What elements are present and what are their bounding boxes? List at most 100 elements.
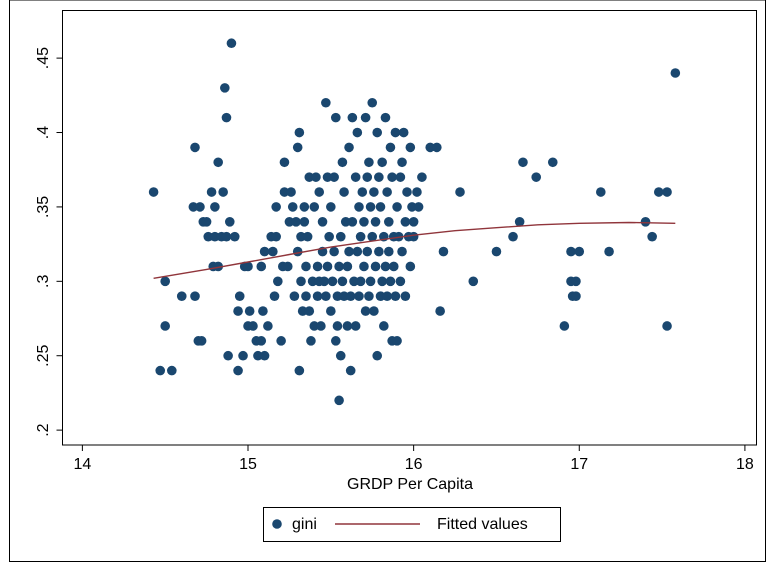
point: [354, 291, 364, 301]
point: [574, 246, 585, 257]
point: [327, 276, 338, 287]
point: [233, 365, 243, 376]
point: [375, 291, 386, 301]
point: [339, 291, 349, 301]
point: [213, 157, 223, 168]
point: [276, 336, 286, 346]
point: [350, 172, 361, 182]
point: [334, 395, 344, 406]
point: [518, 157, 528, 168]
point: [364, 157, 374, 168]
point: [335, 231, 346, 242]
point: [326, 306, 336, 316]
point: [360, 306, 371, 316]
point: [662, 321, 672, 331]
point: [335, 350, 346, 361]
point: [514, 216, 525, 227]
point: [259, 246, 270, 257]
point: [365, 202, 376, 212]
point: [596, 187, 606, 197]
point: [355, 276, 366, 287]
point: [311, 172, 321, 182]
point: [349, 276, 359, 287]
point: [289, 291, 300, 301]
point: [385, 142, 396, 153]
point: [491, 246, 502, 257]
point: [188, 202, 199, 212]
point: [167, 365, 177, 376]
point: [398, 127, 409, 138]
point: [364, 291, 374, 301]
point: [294, 127, 305, 138]
point: [566, 246, 576, 257]
point: [365, 276, 376, 287]
y-tick-label: .35: [35, 196, 52, 218]
point: [306, 336, 316, 346]
point: [397, 157, 407, 168]
point: [304, 306, 315, 316]
point: [321, 97, 331, 108]
point: [339, 187, 349, 197]
plot-frame: [62, 10, 757, 446]
point: [258, 306, 268, 316]
point: [407, 202, 417, 212]
point: [352, 246, 363, 257]
point: [224, 216, 235, 227]
point: [297, 306, 308, 316]
point: [284, 216, 295, 227]
point: [395, 172, 406, 182]
point: [647, 231, 657, 242]
legend-label: Fitted values: [437, 516, 528, 533]
point: [435, 306, 445, 316]
point: [344, 246, 354, 257]
point: [279, 157, 290, 168]
legend-marker: [272, 519, 282, 529]
x-tick-label: 16: [405, 456, 423, 473]
point: [347, 112, 358, 123]
point: [234, 291, 245, 301]
point: [233, 306, 243, 316]
point: [390, 127, 401, 138]
point: [359, 261, 369, 272]
point: [345, 291, 356, 301]
x-axis-label: GRDP Per Capita: [347, 476, 473, 493]
point: [374, 172, 384, 182]
point: [337, 276, 348, 287]
point: [195, 202, 205, 212]
point: [259, 350, 270, 361]
point: [390, 291, 401, 301]
point: [382, 187, 392, 197]
point: [253, 350, 263, 361]
point: [307, 276, 318, 287]
point: [286, 187, 296, 197]
point: [392, 336, 402, 346]
point: [309, 321, 320, 331]
point: [369, 187, 379, 197]
point: [383, 246, 394, 257]
point: [319, 276, 329, 287]
point: [362, 246, 373, 257]
point: [314, 187, 325, 197]
point: [160, 276, 170, 287]
point: [220, 83, 230, 93]
point: [388, 261, 399, 272]
point: [670, 68, 681, 78]
point: [268, 246, 278, 257]
point: [385, 276, 396, 287]
point: [360, 112, 371, 123]
point: [438, 246, 449, 257]
point: [345, 365, 356, 376]
point: [229, 231, 240, 242]
point: [238, 350, 248, 361]
point: [273, 276, 283, 287]
point: [359, 216, 369, 227]
x-tick-label: 14: [73, 456, 91, 473]
point: [190, 291, 200, 301]
point: [375, 202, 386, 212]
point: [372, 127, 383, 138]
point: [408, 231, 419, 242]
point: [604, 246, 614, 257]
point: [380, 112, 391, 123]
point: [269, 291, 280, 301]
point: [653, 187, 664, 197]
